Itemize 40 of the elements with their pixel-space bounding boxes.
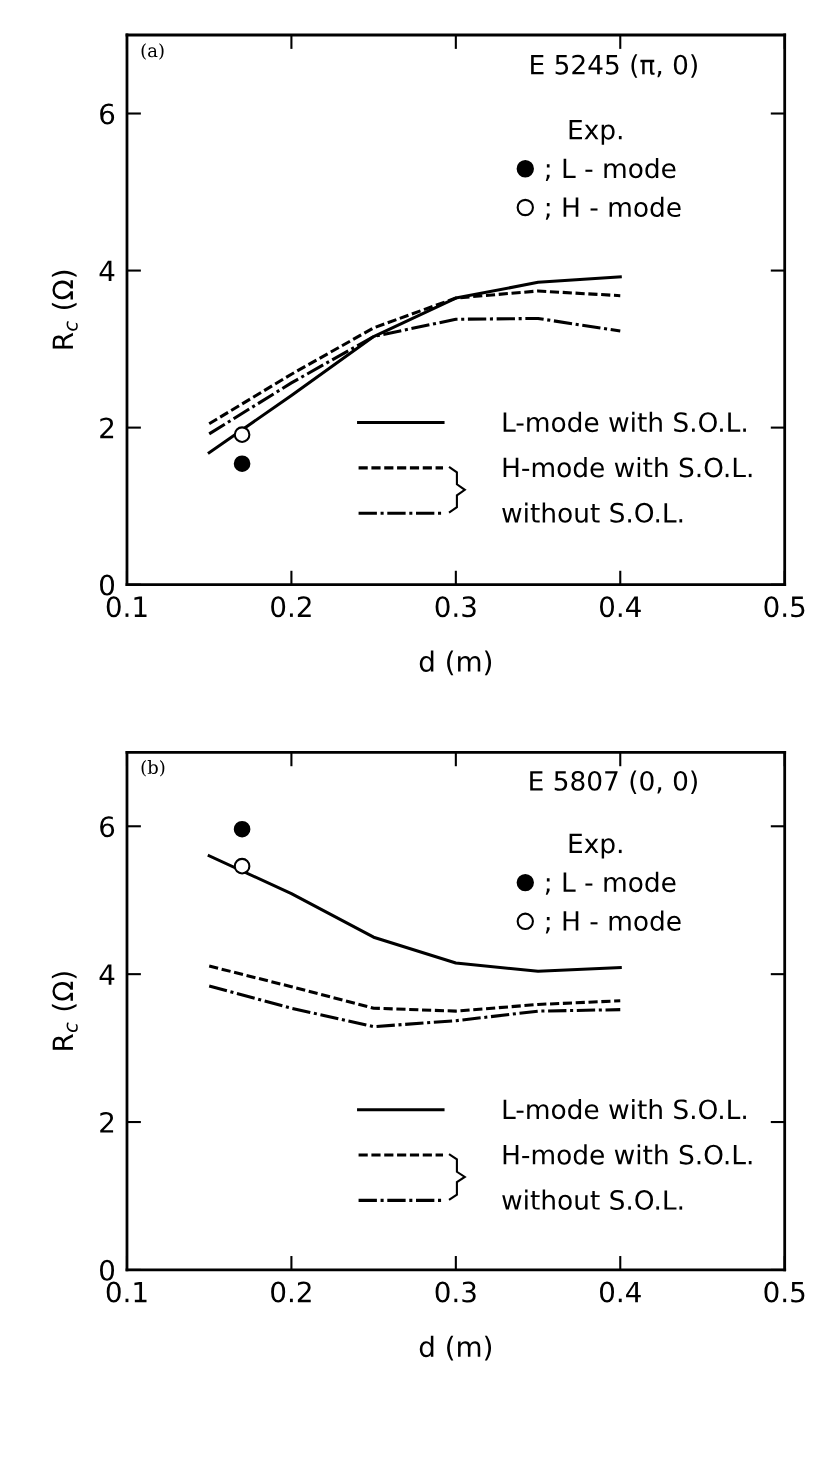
x-tick-label: 0.2 [271,1281,311,1303]
annotation: E 5245 (π, 0) [531,54,697,78]
legend-label: ; H - mode [545,196,681,220]
legend-label: L-mode with S.O.L. [503,411,746,433]
x-tick-label: 0.4 [600,1281,641,1303]
legend-label: H-mode with S.O.L. [503,1144,752,1165]
legend-label: ; L - mode [545,157,676,182]
x-tick-label: 0.3 [435,596,476,618]
legend-title: Exp. [569,833,622,859]
legend-label: L-mode with S.O.L. [503,1098,746,1120]
x-tick-label: 0.3 [435,1281,476,1303]
x-tick-label: 0.2 [271,596,311,618]
legend-label: ; H - mode [545,910,681,934]
y-axis-title: R$_{c}$ (Ω) [51,270,78,349]
y-tick-label: 0 [100,1259,115,1281]
x-axis-title: d (m) [419,1335,492,1361]
y-tick-label: 2 [100,417,114,439]
legend-label: without S.O.L. [502,1189,683,1210]
x-axis-title: d (m) [419,650,492,676]
x-tick-label: 0.4 [600,596,641,618]
y-axis-title: R$_{c}$ (Ω) [51,972,78,1050]
y-tick-label: 6 [100,816,115,838]
annotation: E 5807 (0, 0) [530,770,697,794]
legend-title: Exp. [569,120,622,145]
line-series [207,984,622,1029]
y-tick-label: 0 [100,574,115,596]
y-tick-label: 4 [99,260,115,282]
legend-label: without S.O.L. [502,502,683,523]
annotation: (b) [141,760,165,777]
annotation: (a) [141,43,164,60]
x-tick-label: 0.5 [764,1281,805,1303]
legend-label: H-mode with S.O.L. [503,457,752,478]
x-tick-label: 0.1 [106,596,147,618]
line-series [207,964,622,1013]
y-tick-label: 6 [100,103,115,125]
x-tick-label: 0.1 [106,1281,147,1303]
x-tick-label: 0.5 [764,596,805,618]
legend-label: ; L - mode [545,871,676,895]
y-tick-label: 2 [100,1111,114,1133]
y-tick-label: 4 [99,964,115,985]
